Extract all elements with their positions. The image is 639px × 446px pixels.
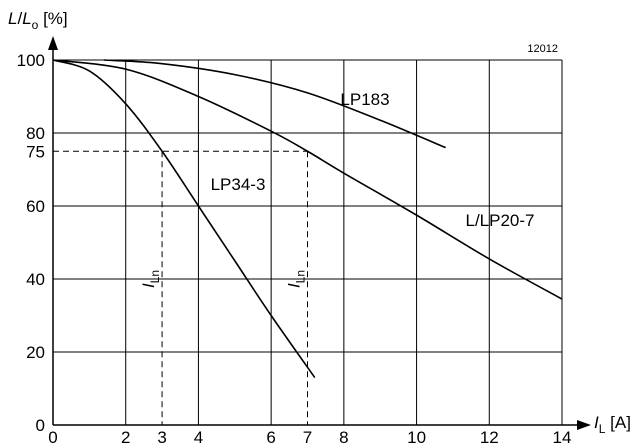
series-curve (52, 59, 316, 379)
x-tick-label: 10 (407, 428, 426, 446)
axes (48, 36, 591, 430)
x-tick-label: 2 (121, 428, 130, 446)
y-tick-label: 75 (26, 142, 45, 161)
y-tick-label: 20 (26, 343, 45, 362)
x-tick-label: 6 (266, 428, 275, 446)
reference-lines (53, 150, 308, 425)
x-tick-label: 12 (480, 428, 499, 446)
x-tick-label: 7 (303, 428, 312, 446)
ref-line-label: ILn (285, 270, 308, 288)
x-tick-label: 4 (194, 428, 203, 446)
x-axis-arrow (577, 420, 591, 430)
y-tick-label: 80 (26, 124, 45, 143)
y-tick-label: 100 (17, 51, 45, 70)
x-axis-title: IL [A] (594, 413, 631, 436)
x-tick-label: 14 (553, 428, 572, 446)
y-axis-arrow (48, 36, 58, 50)
y-tick-label: 0 (36, 416, 45, 435)
series-label: LP183 (340, 90, 389, 109)
series-label: LP34-3 (211, 175, 266, 194)
x-tick-label: 0 (48, 428, 57, 446)
y-tick-label: 40 (26, 270, 45, 289)
x-tick-label: 8 (339, 428, 348, 446)
figure-number: 12012 (527, 43, 558, 55)
series-curve (52, 59, 563, 300)
y-axis-title: L/Lo [%] (8, 9, 68, 32)
x-tick-label: 3 (157, 428, 166, 446)
ref-line-label: ILn (139, 270, 162, 288)
series-curve (103, 59, 446, 149)
curves (52, 59, 563, 379)
series-label: L/LP20-7 (466, 211, 535, 230)
y-tick-label: 60 (26, 197, 45, 216)
grid (53, 59, 563, 425)
